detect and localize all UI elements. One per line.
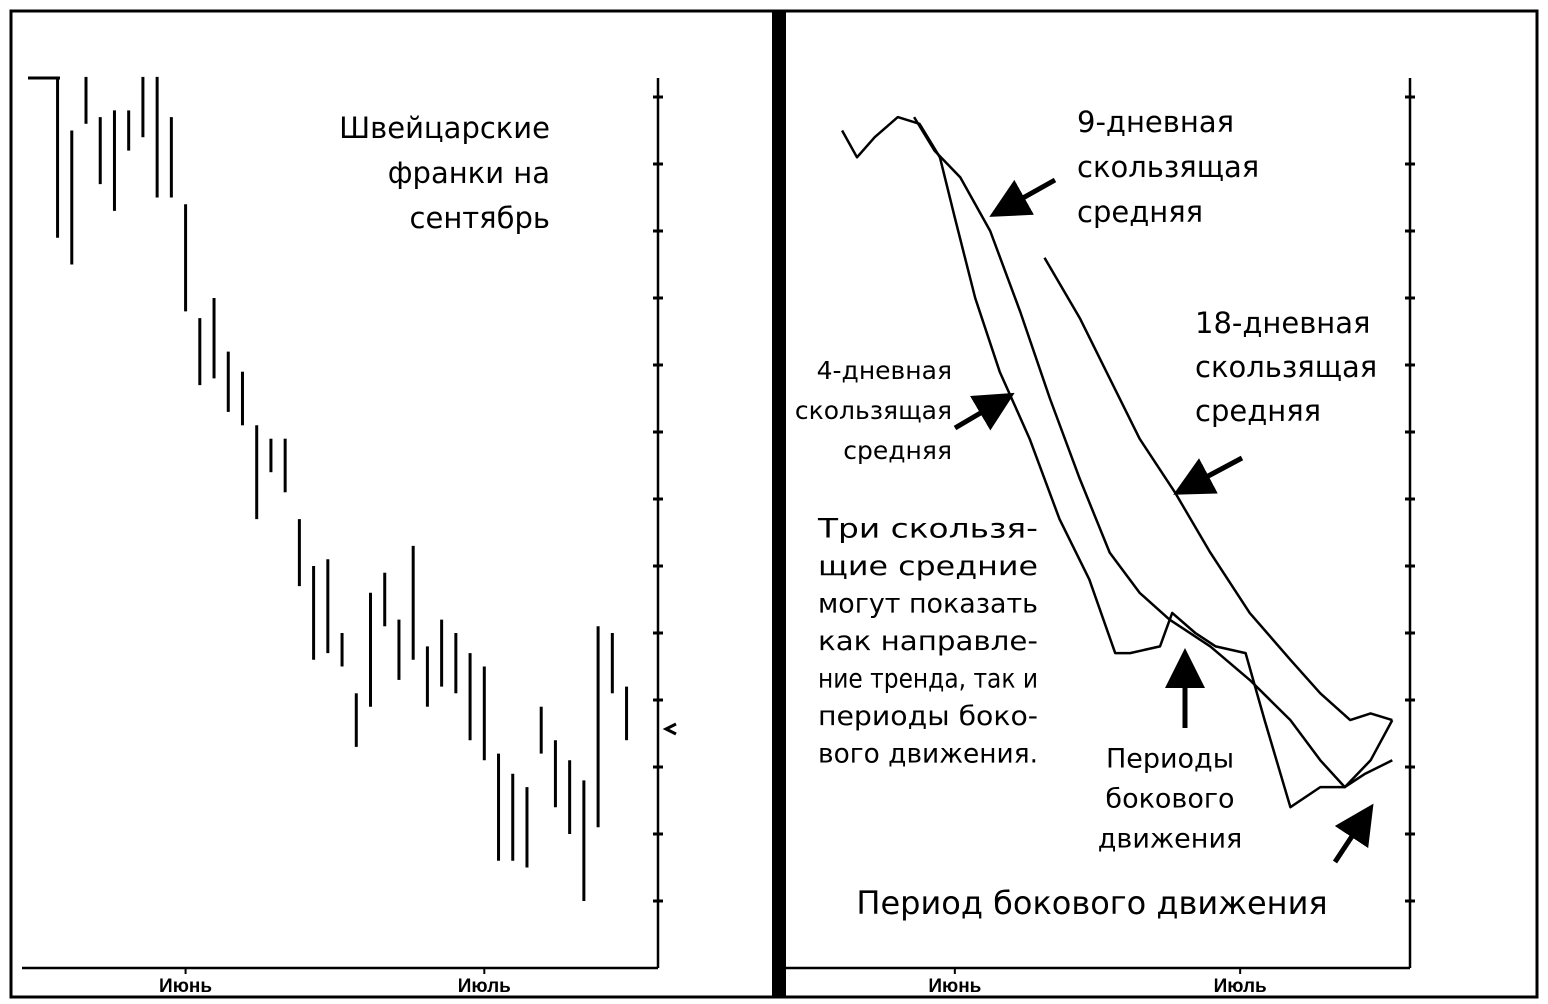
annotation: ние тренда, так и	[818, 664, 1038, 695]
annotation: вого движения.	[818, 739, 1038, 770]
moving-average	[1043, 257, 1393, 722]
annotation: франки на	[388, 156, 550, 190]
annotation: Периоды	[1106, 744, 1234, 775]
annotation: скользящая	[1195, 350, 1377, 384]
annotation: Швейцарские	[339, 111, 550, 145]
annotation: скользящая	[795, 396, 952, 425]
arrow	[1332, 803, 1374, 864]
price-marker	[662, 722, 677, 736]
annotation: движения	[1098, 824, 1243, 855]
arrows	[953, 177, 1374, 864]
annotation: средняя	[1077, 195, 1203, 229]
annotation: средняя	[843, 436, 952, 465]
x-tick-label: Июнь	[159, 976, 212, 997]
annotation: 18-дневная	[1195, 306, 1371, 340]
annotation: могут показать	[818, 589, 1038, 620]
annotation: скользящая	[1077, 150, 1259, 184]
x-tick-label: Июнь	[928, 976, 981, 997]
annotation: Три скользя-	[817, 514, 1038, 545]
x-tick-label: Июль	[458, 976, 511, 997]
annotation: бокового	[1105, 784, 1234, 815]
annotation: Период бокового движения	[856, 884, 1327, 922]
annotation: как направле-	[818, 626, 1038, 657]
moving-average	[913, 116, 1393, 789]
annotation: 9-дневная	[1077, 105, 1234, 139]
annotation: сентябрь	[410, 201, 550, 235]
arrow	[989, 177, 1057, 217]
annotation: 4-дневная	[817, 356, 952, 385]
x-tick-label: Июль	[1214, 976, 1267, 997]
divider	[772, 10, 786, 998]
annotation: периоды боко-	[818, 701, 1038, 732]
annotation: щие средние	[818, 551, 1038, 582]
annotation: средняя	[1195, 394, 1321, 428]
arrow	[1173, 455, 1244, 495]
arrow	[953, 392, 1015, 431]
